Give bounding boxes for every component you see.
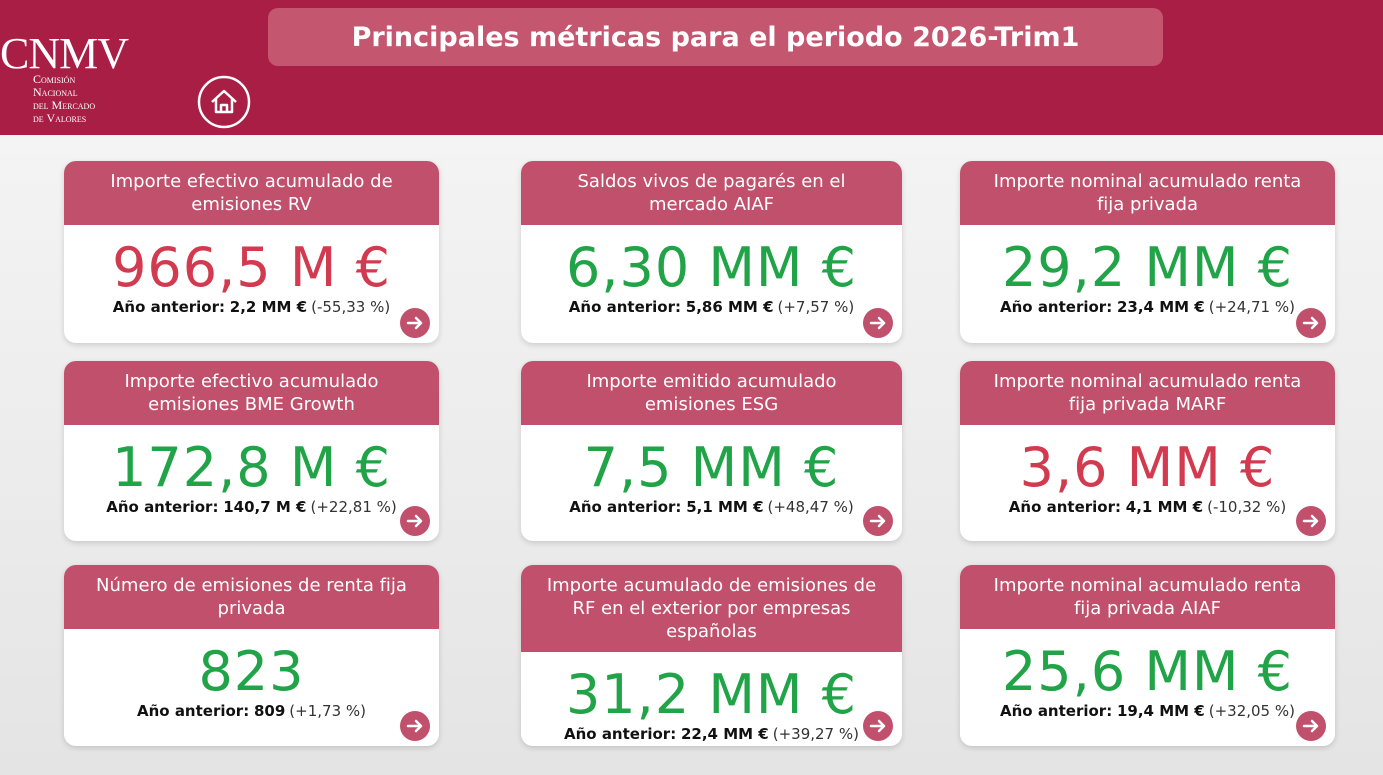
card-title: Importe acumulado de emisiones de RF en … [521,565,902,652]
metric-card: Importe nominal acumulado renta fija pri… [960,565,1335,746]
home-button[interactable] [197,75,251,129]
card-title: Importe nominal acumulado renta fija pri… [960,361,1335,425]
card-value: 172,8 M € [112,436,391,499]
detail-button[interactable] [399,307,431,339]
card-title: Importe efectivo acumulado emisiones BME… [64,361,439,425]
previous-label: Año anterior: [106,498,219,516]
previous-year: Año anterior: 4,1 MM € (-10,32 %) [960,497,1335,517]
previous-label: Año anterior: [1000,702,1113,720]
previous-value: 4,1 MM € [1125,498,1204,516]
previous-value: 2,2 MM € [229,298,308,316]
previous-year: Año anterior: 140,7 M € (+22,81 %) [64,497,439,517]
card-value: 29,2 MM € [1001,236,1294,299]
logo: CNMV [0,29,129,78]
previous-year: Año anterior: 809 (+1,73 %) [64,701,439,721]
card-title: Importe nominal acumulado renta fija pri… [960,161,1335,225]
detail-button[interactable] [399,505,431,537]
detail-button[interactable] [399,710,431,742]
logo-line: de Valores [33,111,87,125]
previous-year: Año anterior: 22,4 MM € (+39,27 %) [521,724,902,744]
card-value: 7,5 MM € [583,436,840,499]
metric-card: Saldos vivos de pagarés en el mercado AI… [521,161,902,343]
previous-value: 19,4 MM € [1116,702,1205,720]
previous-label: Año anterior: [568,298,681,316]
previous-label: Año anterior: [1008,498,1121,516]
previous-value: 140,7 M € [223,498,307,516]
previous-value: 5,86 MM € [685,298,774,316]
card-value: 6,30 MM € [565,236,858,299]
previous-value: 809 [253,702,286,720]
metric-card: Número de emisiones de renta fija privad… [64,565,439,746]
logo-subtitle: Comisión Nacional del Mercado de Valores [33,73,95,125]
change: (+48,47 %) [767,498,854,516]
change: (+7,57 %) [777,298,855,316]
logo-line: Nacional [33,85,78,99]
previous-label: Año anterior: [564,725,677,743]
header: CNMV Comisión Nacional del Mercado de Va… [0,0,1383,135]
change: (-10,32 %) [1207,498,1287,516]
detail-button[interactable] [1295,307,1327,339]
previous-value: 22,4 MM € [680,725,769,743]
change: (+32,05 %) [1208,702,1295,720]
detail-button[interactable] [1295,710,1327,742]
card-value: 31,2 MM € [565,663,858,726]
detail-button[interactable] [862,710,894,742]
previous-label: Año anterior: [569,498,682,516]
previous-year: Año anterior: 23,4 MM € (+24,71 %) [960,297,1335,317]
change: (+24,71 %) [1208,298,1295,316]
previous-year: Año anterior: 19,4 MM € (+32,05 %) [960,701,1335,721]
change: (+39,27 %) [772,725,859,743]
change: (-55,33 %) [311,298,391,316]
detail-button[interactable] [862,307,894,339]
previous-label: Año anterior: [137,702,250,720]
previous-year: Año anterior: 5,1 MM € (+48,47 %) [521,497,902,517]
card-title: Importe emitido acumulado emisiones ESG [521,361,902,425]
detail-button[interactable] [1295,505,1327,537]
logo-line: Comisión [33,72,76,86]
card-value: 3,6 MM € [1019,436,1276,499]
card-value: 25,6 MM € [1001,640,1294,703]
page-title: Principales métricas para el periodo 202… [268,8,1163,66]
previous-label: Año anterior: [1000,298,1113,316]
previous-value: 23,4 MM € [1116,298,1205,316]
previous-year: Año anterior: 5,86 MM € (+7,57 %) [521,297,902,317]
metric-card: Importe nominal acumulado renta fija pri… [960,361,1335,541]
card-value: 823 [198,640,305,703]
metric-card: Importe efectivo acumulado de emisiones … [64,161,439,343]
card-title: Importe nominal acumulado renta fija pri… [960,565,1335,629]
metric-card: Importe acumulado de emisiones de RF en … [521,565,902,746]
metric-card: Importe nominal acumulado renta fija pri… [960,161,1335,343]
card-title: Número de emisiones de renta fija privad… [64,565,439,629]
change: (+22,81 %) [310,498,397,516]
card-title: Saldos vivos de pagarés en el mercado AI… [521,161,902,225]
change: (+1,73 %) [289,702,366,720]
previous-label: Año anterior: [112,298,225,316]
logo-line: del Mercado [33,98,96,112]
card-value: 966,5 M € [112,236,391,299]
card-title: Importe efectivo acumulado de emisiones … [64,161,439,225]
previous-year: Año anterior: 2,2 MM € (-55,33 %) [64,297,439,317]
detail-button[interactable] [862,505,894,537]
metric-card: Importe emitido acumulado emisiones ESG 7… [521,361,902,541]
previous-value: 5,1 MM € [686,498,764,516]
metric-card: Importe efectivo acumulado emisiones BME… [64,361,439,541]
